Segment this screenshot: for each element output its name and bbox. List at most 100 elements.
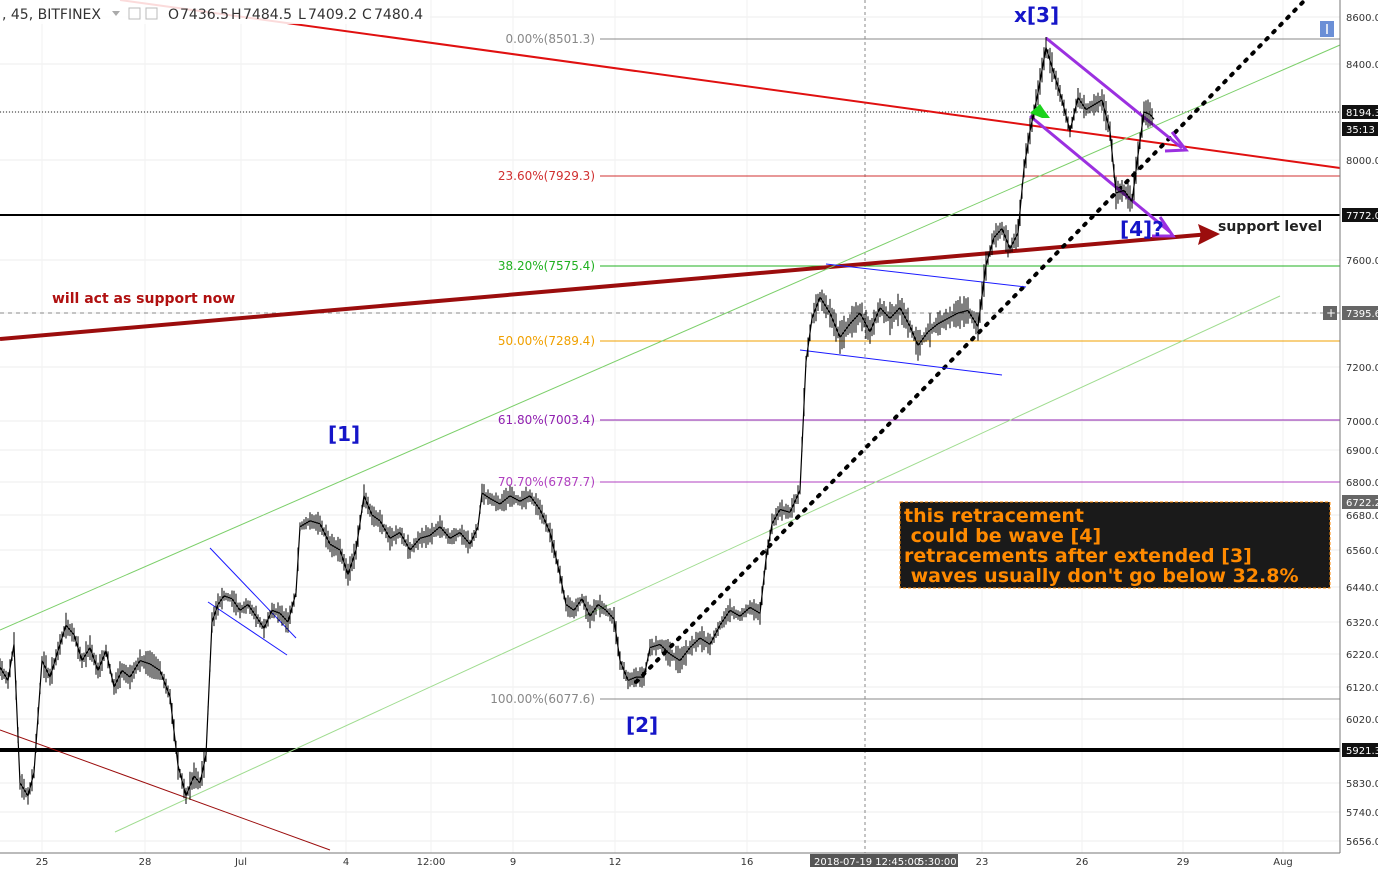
price-tick-label: 7200.0	[1346, 363, 1378, 374]
callout-box: this retracement could be wave [4] retra…	[899, 501, 1331, 589]
time-tick-label: Aug	[1273, 857, 1293, 867]
price-tick-label: 6020.0	[1346, 715, 1378, 726]
red-resistance-line	[119, 0, 1341, 169]
fib-label-4: 61.80%(7003.4)	[498, 413, 595, 427]
wave-label-2: [2]	[626, 713, 658, 737]
price-tick-label: 5740.0	[1346, 808, 1378, 819]
price-badge	[1342, 743, 1378, 757]
price-badge	[1342, 105, 1378, 119]
price-badge-label: 35:13	[1346, 125, 1375, 136]
wave-label-x3: x[3]	[1014, 3, 1059, 27]
price-axis[interactable]: 5656.0 5740.0 5830.0 5921.3 6020.0 6120.0 6220…	[1323, 0, 1378, 855]
add-level-icon[interactable]	[1323, 306, 1337, 320]
fib-label-0: 0.00%(8501.3)	[506, 32, 595, 46]
price-tick-label: 6900.0	[1346, 446, 1378, 457]
price-badge-label: 6722.2	[1346, 498, 1378, 509]
chart-grid	[0, 0, 1340, 853]
price-tick-label: 6800.0	[1346, 478, 1378, 489]
blue-flag-upper	[825, 263, 1027, 288]
crosshair-time-label: 2018-07-19 12:45:00	[814, 857, 920, 867]
callout-line-1: this retracement	[904, 505, 1084, 527]
time-tick-label: 28	[139, 857, 152, 867]
price-badge-label: 7395.6	[1346, 309, 1378, 320]
price-badge	[1342, 122, 1378, 136]
crosshair-time-tail: 5:30:00	[918, 857, 957, 867]
price-tick-label: 8600.0	[1346, 13, 1378, 24]
price-badge-label: 5921.3	[1346, 746, 1378, 757]
low-value: 7409.2	[308, 7, 357, 23]
price-tick-label: 7000.0	[1346, 417, 1378, 428]
callout-line-2: could be wave [4]	[904, 525, 1101, 547]
fib-label-2: 38.20%(7575.4)	[498, 259, 595, 273]
fib-label-5: 70.70%(6787.7)	[498, 475, 595, 489]
time-tick-label: 26	[1076, 857, 1089, 867]
wave-labels: x[3] [1] [2] [4]?	[328, 3, 1164, 737]
symbol-dropdown-icon[interactable]	[112, 11, 120, 16]
dotted-trendline	[634, 0, 1307, 684]
eye-icon[interactable]	[145, 7, 158, 20]
dark-red-support-line	[0, 232, 1211, 341]
time-tick-label: 25	[36, 857, 49, 867]
callout-line-4: waves usually don't go below 32.8%	[904, 565, 1299, 587]
wave-label-1: [1]	[328, 422, 360, 446]
price-tick-label: 6120.0	[1346, 683, 1378, 694]
blue-small-flag-1	[209, 547, 297, 639]
blue-small-flag-2	[207, 601, 288, 656]
support-now-annotation: will act as support now	[52, 291, 235, 307]
settings-icon[interactable]	[128, 7, 141, 20]
price-tick-label: 8000.0	[1346, 156, 1378, 167]
open-value: 7436.5	[180, 7, 229, 23]
price-tick-label: 5656.0	[1346, 837, 1378, 848]
close-value: 7480.4	[374, 7, 423, 23]
scale-toggle-icon[interactable]	[1320, 21, 1334, 37]
time-tick-label: 23	[976, 857, 989, 867]
price-badge-label: 7772.0	[1346, 211, 1378, 222]
purple-channel-upper	[1045, 36, 1183, 150]
header-legend: , 45, BITFINEX O 7436.5 H 7484.5 L 7409.…	[0, 0, 430, 24]
price-tick-label: 6320.0	[1346, 618, 1378, 629]
price-tick-label: 7600.0	[1346, 256, 1378, 267]
wave-label-4: [4]?	[1120, 217, 1164, 241]
close-label: C	[362, 7, 372, 23]
price-tick-label: 6680.0	[1346, 511, 1378, 522]
time-tick-label: 4	[343, 857, 349, 867]
time-axis[interactable]: 25 28 Jul 4 12:00 9 12 16 23 26 29 Aug 2018-07-19 1…	[0, 852, 1378, 868]
purple-arrowhead-1	[1164, 131, 1189, 153]
blue-flag-lower	[799, 349, 1003, 376]
high-label: H	[231, 7, 242, 23]
plus-icon[interactable]: +	[1326, 306, 1336, 320]
price-series	[0, 37, 1155, 805]
lower-dark-red-line	[0, 729, 331, 851]
time-tick-label: 12	[609, 857, 622, 867]
support-arrowhead	[1198, 224, 1220, 245]
low-label: L	[298, 7, 306, 23]
purple-channel-lower	[1029, 114, 1171, 234]
drawings	[0, 0, 1341, 851]
green-arrow-marker	[1030, 104, 1050, 118]
purple-arrowhead-2	[1152, 216, 1176, 238]
time-tick-label: 9	[510, 857, 516, 867]
symbol-text[interactable]: , 45, BITFINEX	[2, 7, 101, 23]
time-tick-label: 12:00	[417, 857, 446, 867]
fib-labels: 0.00%(8501.3) 23.60%(7929.3) 38.20%(7575.4…	[490, 32, 595, 706]
time-tick-label: Jul	[234, 857, 247, 867]
upper-green-channel	[0, 44, 1341, 631]
high-value: 7484.5	[243, 7, 292, 23]
price-tick-label: 6560.0	[1346, 546, 1378, 557]
crosshair-time-badge	[810, 854, 958, 867]
time-tick-label: 29	[1177, 857, 1190, 867]
price-badge	[1342, 306, 1378, 320]
fib-label-1: 23.60%(7929.3)	[498, 169, 595, 183]
price-badge	[1342, 495, 1378, 509]
price-badge	[1342, 208, 1378, 222]
time-tick-label: 16	[741, 857, 754, 867]
price-tick-label: 6440.0	[1346, 583, 1378, 594]
lower-green-channel	[114, 295, 1281, 833]
callout-line-3: retracements after extended [3]	[904, 545, 1252, 567]
price-tick-label: 5830.0	[1346, 779, 1378, 790]
fib-label-3: 50.00%(7289.4)	[498, 334, 595, 348]
fib-label-6: 100.00%(6077.6)	[490, 692, 595, 706]
price-tick-label: 6220.0	[1346, 650, 1378, 661]
